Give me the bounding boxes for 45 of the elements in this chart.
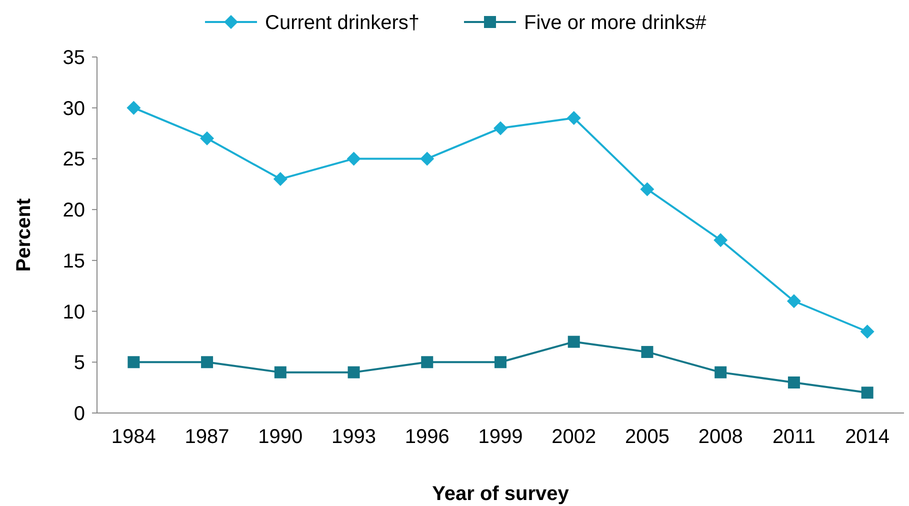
x-tick-label: 2002 [552,426,596,448]
point [566,111,581,126]
point [200,131,214,146]
point [568,336,580,348]
y-tick-label: 20 [62,200,85,222]
point [126,100,141,115]
x-tick-label: 1999 [478,426,523,448]
point [348,366,360,378]
point [788,376,800,388]
y-tick-label: 15 [62,250,85,272]
point [346,152,361,166]
y-tick-label: 35 [62,47,85,69]
point [861,386,874,399]
x-axis-title: Year of survey [432,483,570,505]
point [201,356,214,368]
point [860,324,874,339]
point [420,152,434,166]
y-tick-label: 25 [62,148,85,171]
x-tick-label: 1990 [258,426,303,448]
legend-label: Five or more drinks# [524,12,708,34]
x-tick-label: 1984 [111,426,156,448]
point [494,121,508,136]
point [640,182,654,196]
y-tick-label: 0 [74,403,85,425]
point [786,294,801,308]
y-tick-label: 30 [62,98,85,120]
point [421,356,434,368]
y-tick-label: 5 [74,352,85,374]
point [714,233,728,248]
x-tick-label: 1996 [404,426,450,448]
x-tick-label: 2014 [845,426,890,448]
x-tick-label: 2008 [698,426,743,448]
point [494,356,506,368]
y-tick-label: 10 [62,301,85,324]
x-tick-label: 1993 [332,426,376,448]
point [274,366,286,378]
point [128,356,140,368]
point [273,172,288,186]
legend-label: Current drinkers† [265,12,420,34]
x-tick-label: 2005 [624,426,670,448]
x-tick-label: 1987 [184,426,230,448]
x-tick-label: 2011 [772,426,816,448]
y-axis-title: Percent [13,198,35,272]
point [714,366,727,378]
point [641,346,654,358]
